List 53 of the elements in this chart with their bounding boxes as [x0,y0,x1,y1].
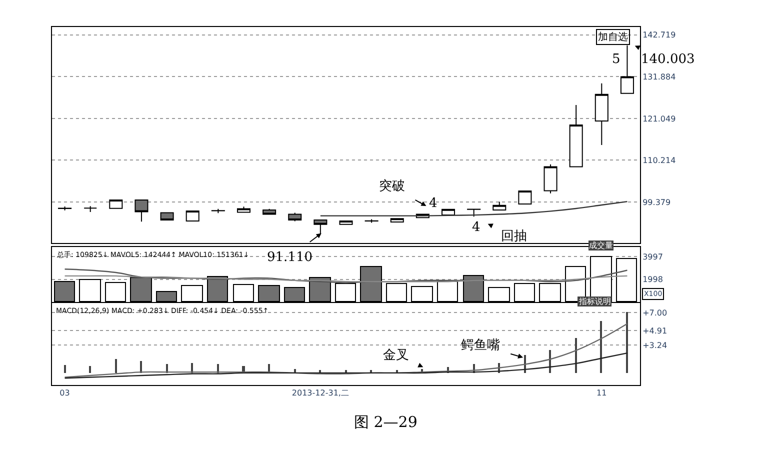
text: 140.003 [641,52,695,67]
y-tick-label: 131.884 [642,72,676,82]
candlestick [569,104,583,168]
bar [140,361,142,373]
candlestick [134,199,148,222]
candlestick [288,212,302,222]
bar [89,366,91,373]
candlestick [236,206,250,213]
bar [191,363,193,373]
y-tick-label: +4.91 [642,326,668,336]
y-tick-label: 121.049 [642,114,676,124]
annotation: 鳄鱼嘴 [461,338,500,353]
candlestick [544,164,558,194]
candlestick [211,208,225,214]
line-series [64,323,628,378]
y-tick-label: 99.379 [642,198,671,207]
bar [64,365,66,373]
candlestick [84,206,98,212]
candlestick [160,212,174,221]
candlestick [262,208,276,215]
x-tick-label: 2013-12-31,二 [292,388,349,398]
bar [575,338,577,373]
y-tick-label: +3.24 [642,340,668,350]
bar [600,321,602,373]
candlestick [109,199,123,210]
candlestick [492,201,506,211]
annotation: 金叉 [383,348,409,363]
annotation: 加自选 [598,31,628,43]
y-tick-label: 142.719 [642,30,676,40]
y-tick-label: 3997 [642,252,663,262]
x-tick-label: 03 [60,388,70,398]
annotation: 91.110 [267,250,312,265]
candlestick [186,210,200,222]
annotation: 成交量 [589,241,613,250]
caption: 图 2—29 [354,413,418,431]
y-tick-label: 1998 [642,275,663,284]
y-tick-label: +7.00 [642,308,668,318]
bar [115,359,117,373]
annotation: 4 [472,220,480,235]
y-tick-label: 110.214 [642,156,676,166]
x-tick-label: 11 [596,388,607,398]
candlestick [594,82,608,146]
candlestick [518,190,532,205]
bar [549,350,551,373]
annotation: 突破 [379,179,405,194]
annotation: 5 [612,52,620,67]
annotation: 4 [429,196,438,211]
candlestick [314,220,328,234]
candlestick [390,218,404,223]
bar [626,312,628,373]
annotation: 回抽 [501,229,527,244]
candlestick [339,220,353,225]
annotation: 指标说明 [578,297,611,306]
